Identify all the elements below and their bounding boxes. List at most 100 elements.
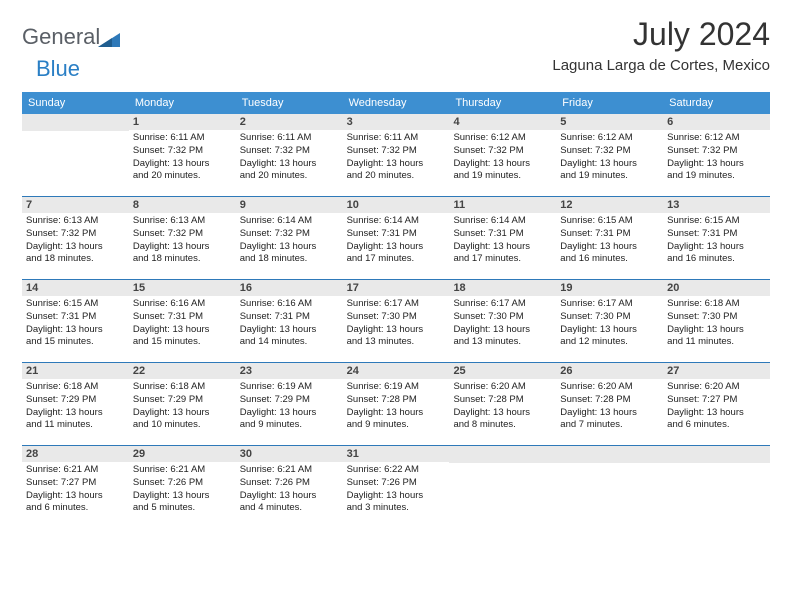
day-number: 27	[663, 363, 770, 379]
daylight-text-1: Daylight: 13 hours	[133, 241, 232, 254]
day-details: Sunrise: 6:11 AMSunset: 7:32 PMDaylight:…	[240, 132, 339, 183]
day-header-friday: Friday	[556, 92, 663, 114]
daylight-text-1: Daylight: 13 hours	[453, 241, 552, 254]
daylight-text-1: Daylight: 13 hours	[347, 241, 446, 254]
day-number: 9	[236, 197, 343, 213]
sunset-text: Sunset: 7:32 PM	[240, 145, 339, 158]
day-cell: 11Sunrise: 6:14 AMSunset: 7:31 PMDayligh…	[449, 197, 556, 279]
day-header-tuesday: Tuesday	[236, 92, 343, 114]
sunrise-text: Sunrise: 6:21 AM	[240, 464, 339, 477]
daylight-text-2: and 3 minutes.	[347, 502, 446, 515]
sunset-text: Sunset: 7:32 PM	[133, 145, 232, 158]
sunset-text: Sunset: 7:31 PM	[240, 311, 339, 324]
day-number	[449, 446, 556, 463]
day-cell: 12Sunrise: 6:15 AMSunset: 7:31 PMDayligh…	[556, 197, 663, 279]
month-title: July 2024	[552, 16, 770, 53]
daylight-text-1: Daylight: 13 hours	[560, 407, 659, 420]
sunset-text: Sunset: 7:26 PM	[347, 477, 446, 490]
daylight-text-2: and 6 minutes.	[26, 502, 125, 515]
sunrise-text: Sunrise: 6:17 AM	[347, 298, 446, 311]
day-cell: 13Sunrise: 6:15 AMSunset: 7:31 PMDayligh…	[663, 197, 770, 279]
day-number	[663, 446, 770, 463]
daylight-text-1: Daylight: 13 hours	[453, 158, 552, 171]
day-number: 6	[663, 114, 770, 130]
day-details: Sunrise: 6:15 AMSunset: 7:31 PMDaylight:…	[26, 298, 125, 349]
day-number: 15	[129, 280, 236, 296]
sunrise-text: Sunrise: 6:12 AM	[453, 132, 552, 145]
daylight-text-1: Daylight: 13 hours	[240, 490, 339, 503]
day-number: 1	[129, 114, 236, 130]
day-header-row: SundayMondayTuesdayWednesdayThursdayFrid…	[22, 92, 770, 114]
day-cell: 28Sunrise: 6:21 AMSunset: 7:27 PMDayligh…	[22, 446, 129, 528]
daylight-text-2: and 9 minutes.	[240, 419, 339, 432]
sunrise-text: Sunrise: 6:11 AM	[133, 132, 232, 145]
day-details: Sunrise: 6:21 AMSunset: 7:27 PMDaylight:…	[26, 464, 125, 515]
daylight-text-1: Daylight: 13 hours	[347, 490, 446, 503]
week-row: 7Sunrise: 6:13 AMSunset: 7:32 PMDaylight…	[22, 197, 770, 280]
day-number: 29	[129, 446, 236, 462]
day-cell: 6Sunrise: 6:12 AMSunset: 7:32 PMDaylight…	[663, 114, 770, 196]
day-cell: 9Sunrise: 6:14 AMSunset: 7:32 PMDaylight…	[236, 197, 343, 279]
sunset-text: Sunset: 7:31 PM	[133, 311, 232, 324]
sunset-text: Sunset: 7:31 PM	[453, 228, 552, 241]
brand-logo: General	[22, 24, 120, 54]
daylight-text-1: Daylight: 13 hours	[347, 324, 446, 337]
day-number: 5	[556, 114, 663, 130]
day-cell: 26Sunrise: 6:20 AMSunset: 7:28 PMDayligh…	[556, 363, 663, 445]
day-details: Sunrise: 6:17 AMSunset: 7:30 PMDaylight:…	[453, 298, 552, 349]
day-number: 18	[449, 280, 556, 296]
day-number: 23	[236, 363, 343, 379]
daylight-text-1: Daylight: 13 hours	[667, 241, 766, 254]
day-number	[556, 446, 663, 463]
daylight-text-2: and 20 minutes.	[347, 170, 446, 183]
day-details: Sunrise: 6:20 AMSunset: 7:27 PMDaylight:…	[667, 381, 766, 432]
day-cell: 18 Sunrise: 6:17 AMSunset: 7:30 PMDayligh…	[449, 280, 556, 362]
day-cell	[556, 446, 663, 528]
sunrise-text: Sunrise: 6:13 AM	[133, 215, 232, 228]
daylight-text-2: and 14 minutes.	[240, 336, 339, 349]
sunset-text: Sunset: 7:30 PM	[667, 311, 766, 324]
day-number: 3	[343, 114, 450, 130]
brand-blue: Blue	[36, 56, 80, 82]
daylight-text-1: Daylight: 13 hours	[347, 158, 446, 171]
daylight-text-2: and 17 minutes.	[347, 253, 446, 266]
day-cell	[663, 446, 770, 528]
day-details: Sunrise: 6:15 AMSunset: 7:31 PMDaylight:…	[667, 215, 766, 266]
daylight-text-2: and 19 minutes.	[667, 170, 766, 183]
sunrise-text: Sunrise: 6:19 AM	[347, 381, 446, 394]
sunrise-text: Sunrise: 6:15 AM	[26, 298, 125, 311]
sunset-text: Sunset: 7:28 PM	[347, 394, 446, 407]
day-number: 11	[449, 197, 556, 213]
day-number: 4	[449, 114, 556, 130]
sunrise-text: Sunrise: 6:12 AM	[560, 132, 659, 145]
daylight-text-1: Daylight: 13 hours	[560, 158, 659, 171]
brand-text: General	[22, 24, 120, 54]
daylight-text-1: Daylight: 13 hours	[240, 324, 339, 337]
sunset-text: Sunset: 7:29 PM	[240, 394, 339, 407]
day-details: Sunrise: 6:18 AMSunset: 7:29 PMDaylight:…	[26, 381, 125, 432]
daylight-text-2: and 18 minutes.	[133, 253, 232, 266]
sunrise-text: Sunrise: 6:21 AM	[133, 464, 232, 477]
day-cell: 19Sunrise: 6:17 AMSunset: 7:30 PMDayligh…	[556, 280, 663, 362]
day-cell: 8Sunrise: 6:13 AMSunset: 7:32 PMDaylight…	[129, 197, 236, 279]
sunset-text: Sunset: 7:26 PM	[133, 477, 232, 490]
week-row: 14Sunrise: 6:15 AMSunset: 7:31 PMDayligh…	[22, 280, 770, 363]
day-details: Sunrise: 6:20 AMSunset: 7:28 PMDaylight:…	[453, 381, 552, 432]
daylight-text-2: and 8 minutes.	[453, 419, 552, 432]
day-cell: 1Sunrise: 6:11 AMSunset: 7:32 PMDaylight…	[129, 114, 236, 196]
sunset-text: Sunset: 7:32 PM	[347, 145, 446, 158]
day-cell: 5Sunrise: 6:12 AMSunset: 7:32 PMDaylight…	[556, 114, 663, 196]
sunset-text: Sunset: 7:26 PM	[240, 477, 339, 490]
day-details: Sunrise: 6:21 AMSunset: 7:26 PMDaylight:…	[240, 464, 339, 515]
sunset-text: Sunset: 7:31 PM	[26, 311, 125, 324]
day-cell: 14Sunrise: 6:15 AMSunset: 7:31 PMDayligh…	[22, 280, 129, 362]
daylight-text-1: Daylight: 13 hours	[133, 407, 232, 420]
day-number	[22, 114, 129, 131]
day-cell: 15Sunrise: 6:16 AMSunset: 7:31 PMDayligh…	[129, 280, 236, 362]
sunrise-text: Sunrise: 6:14 AM	[240, 215, 339, 228]
daylight-text-2: and 19 minutes.	[560, 170, 659, 183]
title-block: July 2024 Laguna Larga de Cortes, Mexico	[552, 16, 770, 74]
sunset-text: Sunset: 7:32 PM	[453, 145, 552, 158]
sunrise-text: Sunrise: 6:20 AM	[560, 381, 659, 394]
daylight-text-1: Daylight: 13 hours	[133, 490, 232, 503]
